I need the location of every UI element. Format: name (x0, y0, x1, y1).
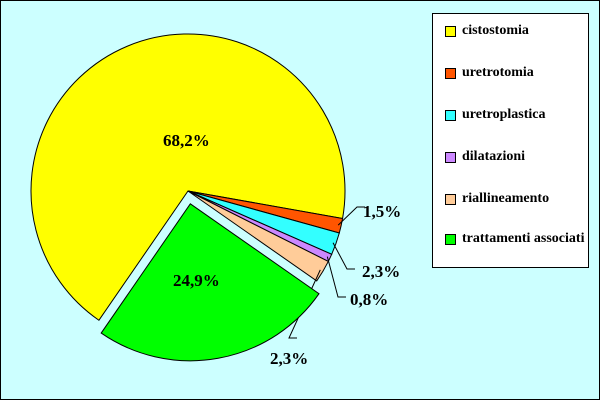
pie-slice-cistostomia (30, 33, 346, 321)
legend-swatch (445, 110, 456, 121)
slice-label: 0,8% (350, 290, 388, 309)
chart-legend: cistostomia uretrotomia uretroplastica d… (432, 13, 589, 268)
legend-swatch (445, 152, 456, 163)
legend-item-uretrotomia: uretrotomia (445, 64, 587, 82)
leader-line (337, 206, 365, 226)
legend-swatch (445, 194, 456, 205)
legend-label: riallineamento (462, 191, 550, 206)
leader-line (332, 242, 355, 270)
slice-label: 1,5% (363, 202, 401, 221)
pie-slice-trattamenti-associati (100, 203, 320, 362)
slice-label: 24,9% (173, 271, 220, 290)
slice-label: 2,3% (362, 262, 400, 281)
legend-item-riallineamento: riallineamento (445, 190, 587, 208)
legend-item-uretroplastica: uretroplastica (445, 106, 587, 124)
legend-label: trattamenti associati (462, 231, 585, 246)
legend-item-dilatazioni: dilatazioni (445, 148, 587, 166)
legend-item-trattamenti-associati: trattamenti associati (445, 230, 587, 248)
slice-label: 68,2% (163, 131, 210, 150)
legend-label: cistostomia (462, 23, 529, 38)
legend-label: uretroplastica (462, 107, 546, 122)
legend-label: uretrotomia (462, 65, 534, 80)
leader-line (326, 256, 346, 298)
legend-swatch (445, 234, 456, 245)
legend-swatch (445, 26, 456, 37)
legend-swatch (445, 68, 456, 79)
legend-label: dilatazioni (462, 149, 526, 164)
legend-item-cistostomia: cistostomia (445, 22, 587, 40)
slice-label: 2,3% (270, 349, 308, 368)
pie-slice-riallineamento (187, 190, 329, 282)
